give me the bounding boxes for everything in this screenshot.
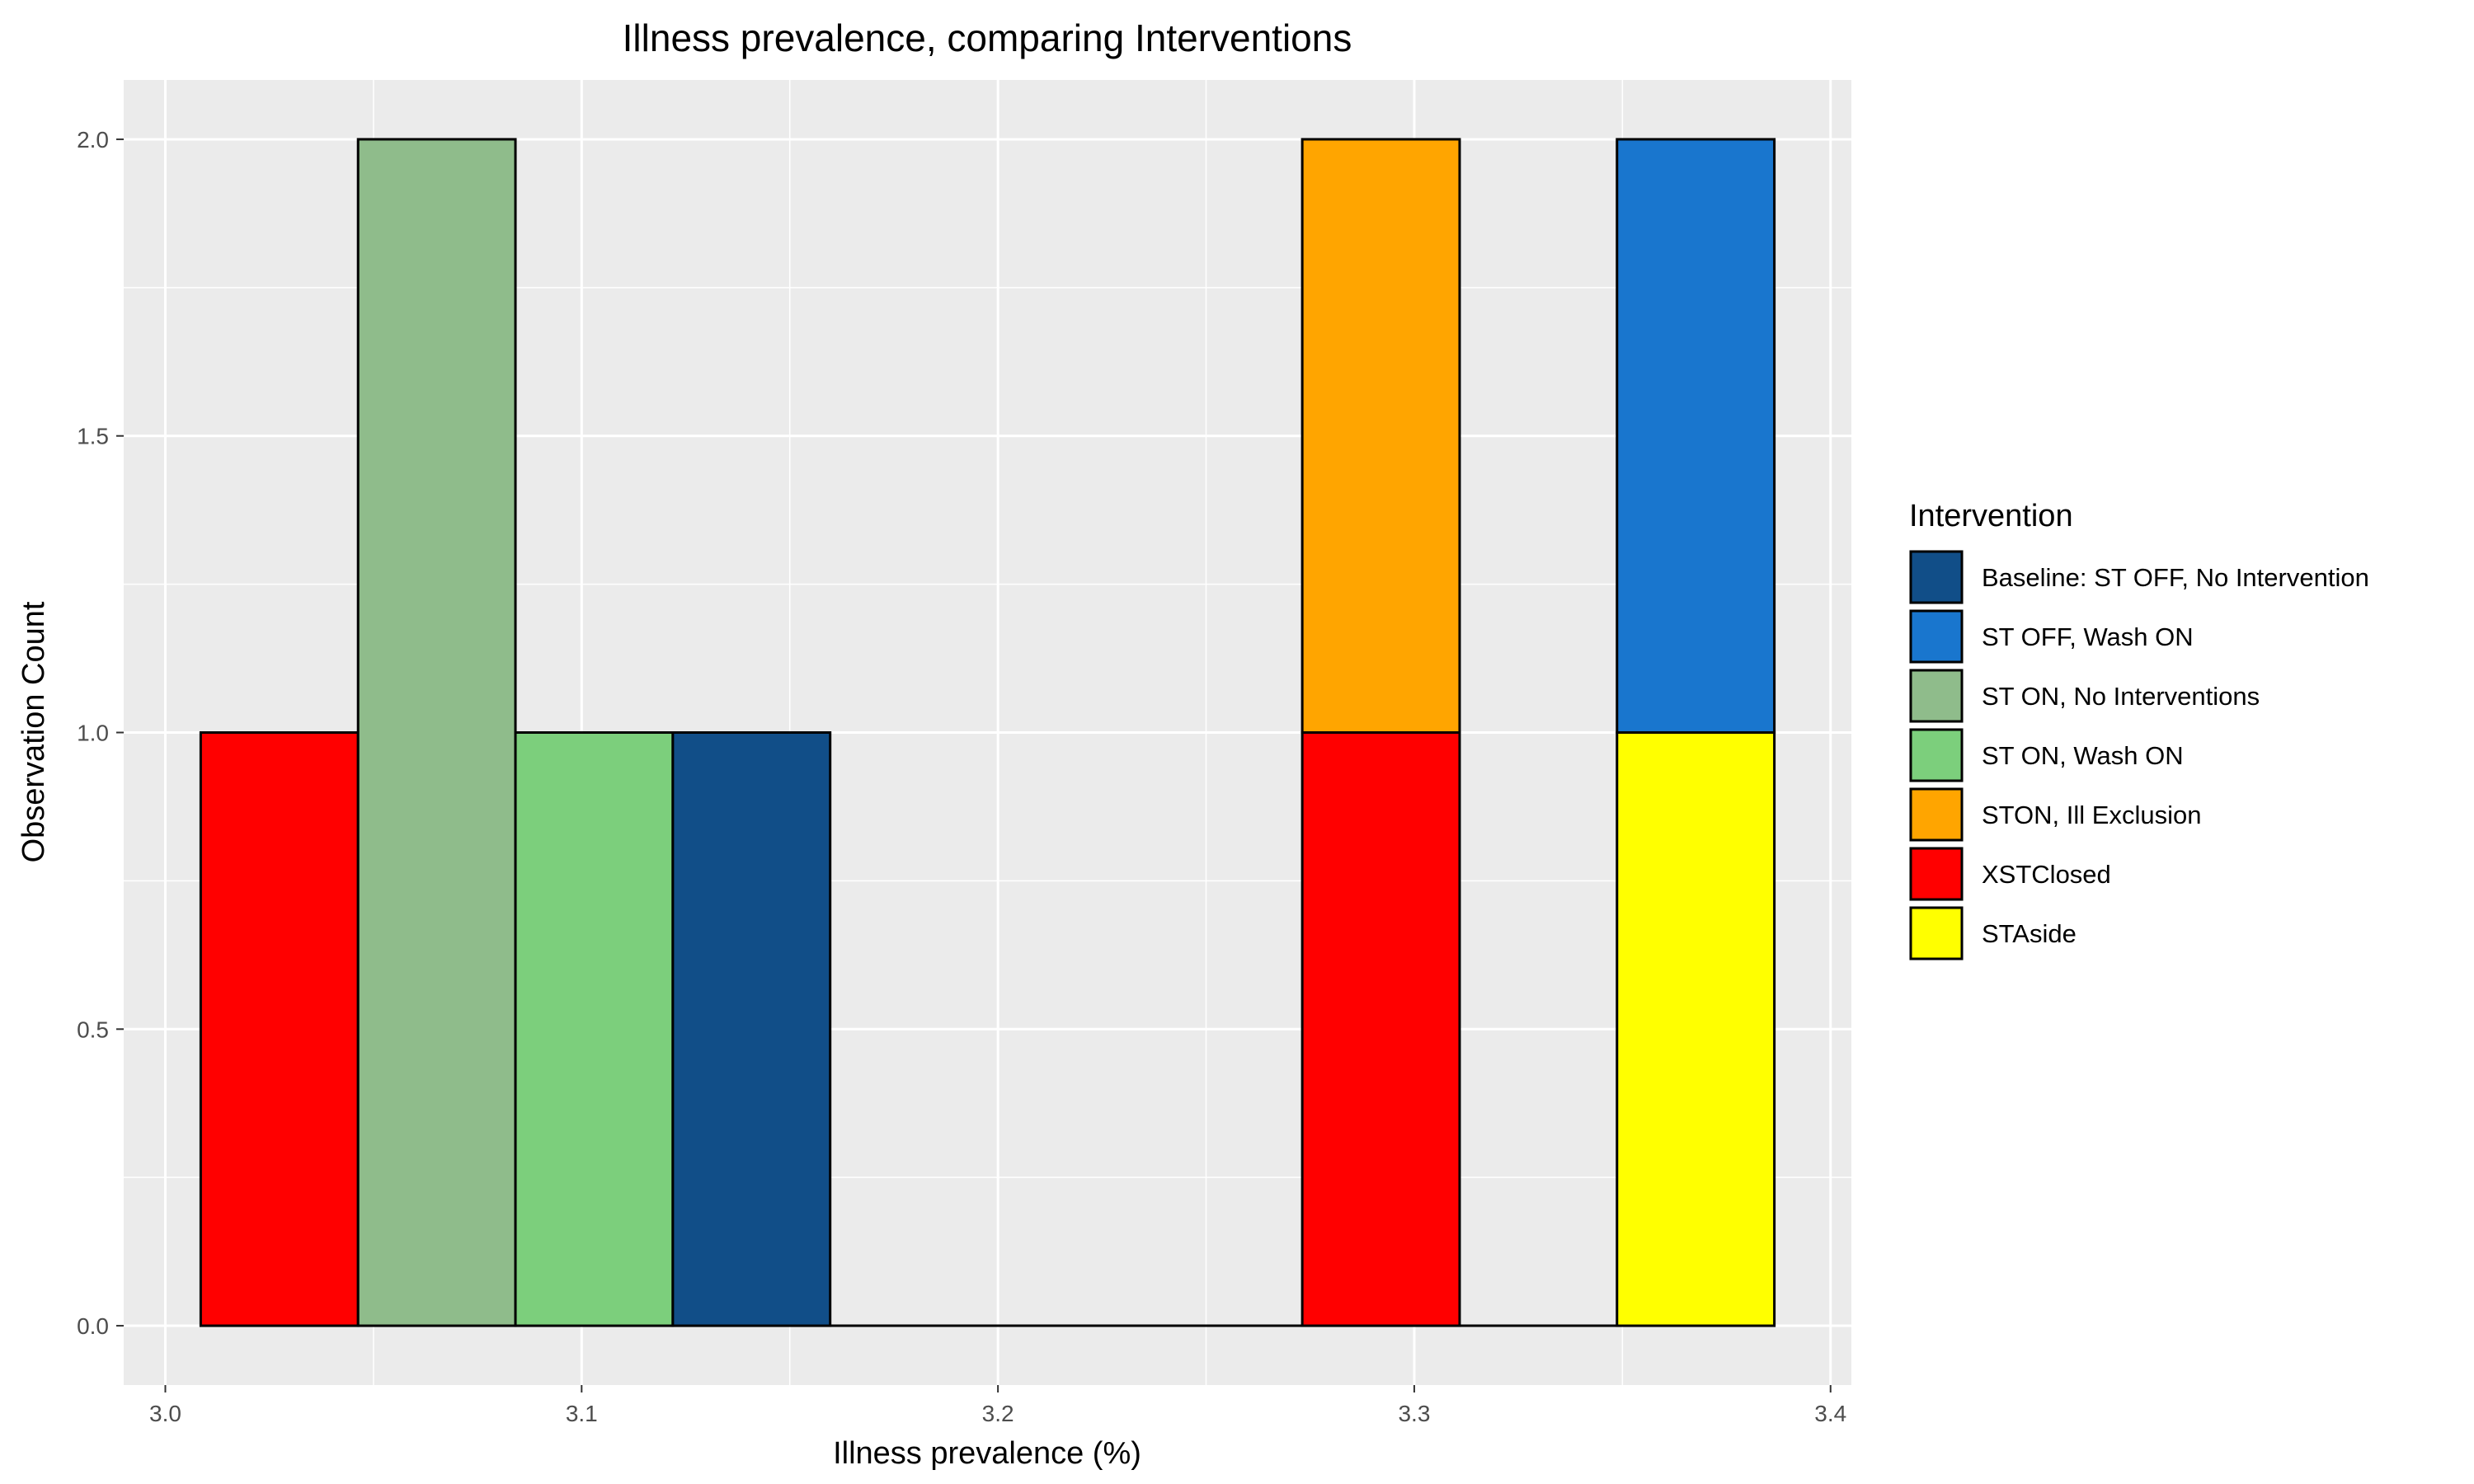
legend-title: Intervention xyxy=(1909,499,2073,533)
bar-segment xyxy=(356,138,517,1327)
legend-label: Baseline: ST OFF, No Intervention xyxy=(1982,563,2369,592)
legend-key-swatch xyxy=(1909,550,1964,604)
x-axis-title: Illness prevalence (%) xyxy=(833,1436,1141,1471)
x-axis-ticks: 3.0 3.1 3.2 3.3 3.4 xyxy=(149,1385,1846,1426)
y-axis-title: Observation Count xyxy=(16,601,51,862)
bar-segment xyxy=(671,731,832,1327)
legend-key-swatch xyxy=(1909,609,1964,664)
x-tick-label: 3.1 xyxy=(566,1401,598,1426)
legend-label: XSTClosed xyxy=(1982,860,2111,889)
legend-label: ST ON, No Interventions xyxy=(1982,682,2260,711)
y-tick-label: 1.0 xyxy=(77,721,109,746)
legend-label: ST ON, Wash ON xyxy=(1982,741,2184,770)
x-tick-label: 3.4 xyxy=(1814,1401,1846,1426)
bar-segment xyxy=(514,731,675,1327)
legend-label: STAside xyxy=(1982,919,2077,948)
y-tick-label: 0.5 xyxy=(77,1017,109,1042)
x-tick-label: 3.2 xyxy=(982,1401,1014,1426)
legend-items: Baseline: ST OFF, No Intervention ST OFF,… xyxy=(1909,550,2369,960)
legend-key-swatch xyxy=(1909,669,1964,723)
legend-key-swatch xyxy=(1909,787,1964,842)
legend: Intervention Baseline: ST OFF, No Interv… xyxy=(1909,499,2369,960)
y-tick-label: 1.5 xyxy=(77,424,109,449)
bars xyxy=(199,138,1776,1327)
chart-title: Illness prevalence, comparing Interventi… xyxy=(623,16,1352,59)
y-tick-label: 2.0 xyxy=(77,127,109,153)
legend-label: STON, Ill Exclusion xyxy=(1982,801,2201,829)
bar-segment xyxy=(1616,138,1776,735)
y-tick-label: 0.0 xyxy=(77,1313,109,1339)
legend-label: ST OFF, Wash ON xyxy=(1982,622,2194,651)
y-axis-ticks: 0.0 0.5 1.0 1.5 2.0 xyxy=(77,127,124,1339)
legend-key-swatch xyxy=(1909,728,1964,782)
bar-segment xyxy=(1300,138,1461,735)
bar-segment xyxy=(1616,731,1776,1327)
legend-key-swatch xyxy=(1909,906,1964,960)
bar-segment xyxy=(1300,731,1461,1327)
bar-segment xyxy=(199,731,360,1327)
x-tick-label: 3.0 xyxy=(149,1401,181,1426)
x-tick-label: 3.3 xyxy=(1398,1401,1430,1426)
legend-key-swatch xyxy=(1909,847,1964,901)
